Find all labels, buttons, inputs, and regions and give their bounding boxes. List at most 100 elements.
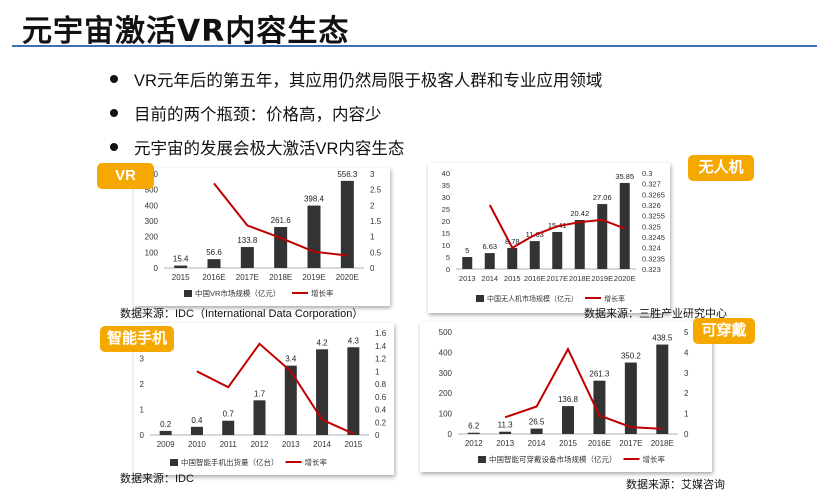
- wearable-chart-panel: 0 100 200 300 400 500 0 1 2 3 4 5 6.2 2012 11.3 2013 26.…: [420, 322, 712, 472]
- y2-tick-label: 0.3: [642, 169, 652, 178]
- x-tick-label: 2017E: [236, 273, 259, 282]
- bar-value-label: 4.3: [348, 336, 360, 345]
- y2-tick-label: 1.4: [375, 342, 387, 351]
- y2-tick-label: 0.3255: [642, 212, 665, 221]
- legend-bar-label: 中国智能可穿戴设备市场规模（亿元）: [489, 454, 617, 464]
- legend-bar-label: 中国智能手机出货量（亿台）: [181, 457, 279, 467]
- y-tick-label: 500: [439, 328, 453, 337]
- legend-bar-label: 中国VR市场规模（亿元）: [195, 288, 280, 298]
- drone-source: 数据来源：三胜产业研究中心: [584, 308, 727, 320]
- bar-value-label: 8.78: [505, 237, 520, 246]
- y2-tick-label: 0.3235: [642, 254, 665, 263]
- y-tick-label: 0: [140, 431, 145, 440]
- x-tick-label: 2013: [459, 274, 476, 283]
- bar-value-label: 35.85: [615, 172, 634, 181]
- bar: [656, 344, 669, 434]
- phone-source: 数据来源：IDC: [120, 473, 194, 485]
- y-tick-label: 10: [442, 241, 450, 250]
- bar: [207, 259, 221, 268]
- y-tick-label: 200: [439, 389, 453, 398]
- bar-value-label: 26.5: [529, 418, 545, 427]
- bullet-text: VR元年后的第五年，其应用仍然局限于极客人群和专业应用领域: [134, 72, 603, 90]
- x-tick-label: 2017E: [546, 274, 568, 283]
- wearable-badge: 可穿戴: [693, 318, 755, 344]
- bar: [624, 362, 637, 434]
- y-tick-label: 0: [154, 264, 159, 273]
- bar-value-label: 398.4: [304, 195, 325, 204]
- legend-bar-swatch: [184, 290, 192, 297]
- y2-tick-label: 1.2: [375, 355, 387, 364]
- bar-value-label: 133.8: [237, 236, 258, 245]
- bar: [529, 241, 540, 269]
- y2-tick-label: 2: [684, 389, 689, 398]
- bar: [307, 205, 321, 268]
- bar: [340, 180, 354, 268]
- phone-chart-panel: 0123400.20.40.60.811.21.41.60.220090.420…: [134, 323, 394, 475]
- bar-value-label: 27.06: [593, 193, 612, 202]
- legend-line-label: 增长率: [643, 454, 666, 464]
- bar-value-label: 350.2: [621, 352, 642, 361]
- y2-tick-label: 0.325: [642, 222, 661, 231]
- wearable-chart: 0 100 200 300 400 500 0 1 2 3 4 5 6.2 2012 11.3 2013 26.…: [439, 328, 689, 464]
- bar-value-label: 20.42: [570, 209, 589, 218]
- bar: [190, 426, 203, 435]
- vr-source: 数据来源：IDC（International Data Corporation）: [120, 308, 364, 320]
- y2-tick-label: 0.4: [375, 406, 387, 415]
- bullet-text: 元宇宙的发展会极大激活VR内容生态: [134, 140, 405, 158]
- y-tick-label: 400: [439, 348, 453, 357]
- legend-bar-swatch: [170, 459, 178, 466]
- y2-tick-label: 0.326: [642, 201, 661, 210]
- x-tick-label: 2015: [172, 273, 190, 282]
- bar-value-label: 6.63: [482, 242, 497, 251]
- bar: [530, 428, 543, 434]
- x-tick-label: 2019E: [302, 273, 325, 282]
- bullet-dot-icon: [110, 109, 118, 117]
- y-tick-label: 1: [140, 406, 145, 415]
- x-tick-label: 2013: [496, 439, 514, 448]
- y2-tick-label: 3: [684, 369, 689, 378]
- bar: [462, 257, 473, 269]
- title-underline: [12, 45, 817, 47]
- phone-badge: 智能手机: [100, 326, 174, 352]
- y2-tick-label: 0.324: [642, 244, 661, 253]
- x-tick-label: 2013: [282, 440, 300, 449]
- x-tick-label: 2017E: [619, 439, 642, 448]
- y2-tick-label: 2.5: [370, 186, 382, 195]
- y2-tick-label: 0.6: [375, 393, 387, 402]
- growth-line: [196, 342, 354, 435]
- x-tick-label: 2012: [251, 440, 269, 449]
- y-tick-label: 300: [145, 217, 159, 226]
- bullet-dot-icon: [110, 75, 118, 83]
- growth-line: [213, 182, 348, 257]
- bar: [574, 219, 585, 269]
- y-tick-label: 200: [145, 233, 159, 242]
- bullet-item: 目前的两个瓶颈：价格高，内容少: [110, 100, 602, 134]
- bar-value-label: 261.3: [589, 370, 610, 379]
- vr-chart-panel: 010020030040050060000.511.522.5315.42015…: [134, 168, 390, 306]
- bar: [347, 347, 360, 435]
- x-tick-label: 2014: [528, 439, 546, 448]
- bullet-item: 元宇宙的发展会极大激活VR内容生态: [110, 134, 602, 168]
- y-tick-label: 30: [442, 193, 450, 202]
- y2-tick-label: 0.5: [370, 248, 382, 257]
- bullet-item: VR元年后的第五年，其应用仍然局限于极客人群和专业应用领域: [110, 66, 602, 100]
- y-tick-label: 500: [145, 186, 159, 195]
- bar-value-label: 1.7: [254, 389, 266, 398]
- y2-tick-label: 0.3265: [642, 190, 665, 199]
- y2-tick-label: 0.327: [642, 180, 661, 189]
- y-tick-label: 35: [442, 181, 450, 190]
- y2-tick-label: 5: [684, 328, 689, 337]
- bar: [253, 400, 266, 435]
- x-tick-label: 2011: [220, 440, 238, 449]
- y-tick-label: 300: [439, 369, 453, 378]
- bullet-text: 目前的两个瓶颈：价格高，内容少: [134, 106, 382, 124]
- y-tick-label: 25: [442, 205, 450, 214]
- bar-value-label: 56.6: [206, 248, 222, 257]
- y2-tick-label: 3: [370, 170, 375, 179]
- bar: [597, 204, 608, 269]
- bar-value-label: 438.5: [652, 334, 673, 343]
- legend-line-label: 增长率: [311, 288, 334, 298]
- bar-value-label: 11.3: [498, 421, 514, 430]
- y-tick-label: 400: [145, 201, 159, 210]
